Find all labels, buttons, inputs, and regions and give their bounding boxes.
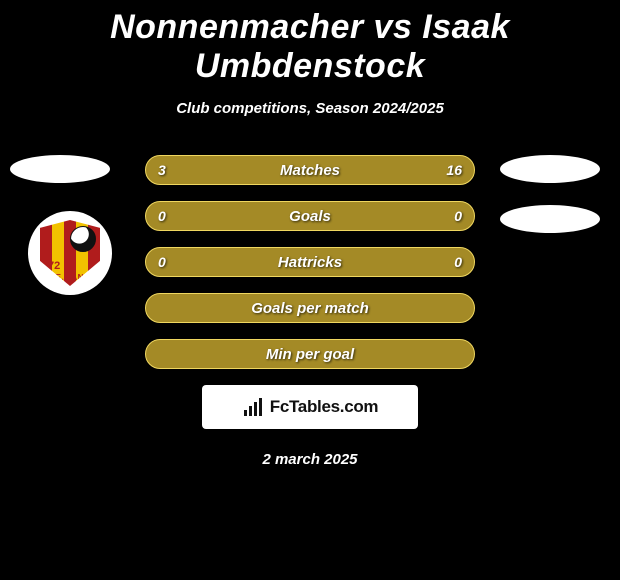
bars-icon <box>242 398 264 416</box>
stat-label: Goals <box>289 208 331 225</box>
stat-row: 3 Matches 16 <box>0 155 620 185</box>
stat-row: 0 Goals 0 <box>0 201 620 231</box>
stat-label: Min per goal <box>266 346 354 363</box>
stat-bar: 3 Matches 16 <box>145 155 475 185</box>
stat-value-right: 16 <box>446 162 462 178</box>
brand-text: FcTables.com <box>270 397 379 417</box>
stat-row: Min per goal <box>0 339 620 369</box>
stat-row: 0 Hattricks 0 <box>0 247 620 277</box>
page-title: Nonnenmacher vs Isaak Umbdenstock <box>0 8 620 86</box>
stat-value-left: 3 <box>158 162 166 178</box>
stat-row: Goals per match <box>0 293 620 323</box>
stats-section: 72 LE.MANS 3Matches160Goals00Hattricks0G… <box>0 155 620 369</box>
stat-value-right: 0 <box>454 208 462 224</box>
stat-label: Hattricks <box>278 254 342 271</box>
stat-bar: Goals per match <box>145 293 475 323</box>
stat-label: Goals per match <box>251 300 369 317</box>
stat-value-right: 0 <box>454 254 462 270</box>
stat-bar: 0 Goals 0 <box>145 201 475 231</box>
stat-value-left: 0 <box>158 208 166 224</box>
date-text: 2 march 2025 <box>0 451 620 468</box>
stat-bar: Min per goal <box>145 339 475 369</box>
infographic-container: Nonnenmacher vs Isaak Umbdenstock Club c… <box>0 0 620 468</box>
subtitle: Club competitions, Season 2024/2025 <box>0 100 620 117</box>
brand-box: FcTables.com <box>202 385 418 429</box>
stat-label: Matches <box>280 162 340 179</box>
stat-bar: 0 Hattricks 0 <box>145 247 475 277</box>
stat-value-left: 0 <box>158 254 166 270</box>
